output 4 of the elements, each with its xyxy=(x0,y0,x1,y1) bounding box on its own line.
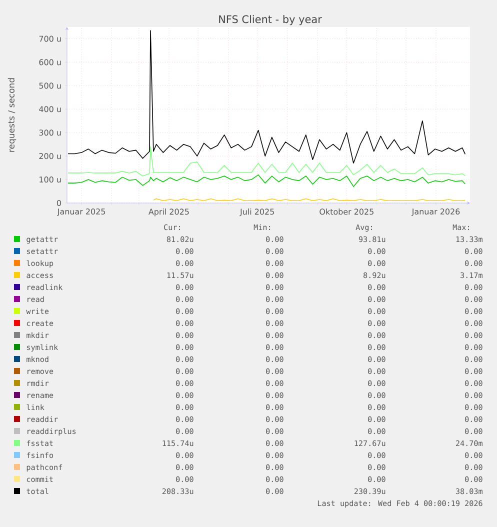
line-series xyxy=(68,30,466,164)
y-axis-title: requests / second xyxy=(8,78,16,152)
line-series xyxy=(68,174,466,187)
chart-title: NFS Client - by year xyxy=(219,15,322,26)
